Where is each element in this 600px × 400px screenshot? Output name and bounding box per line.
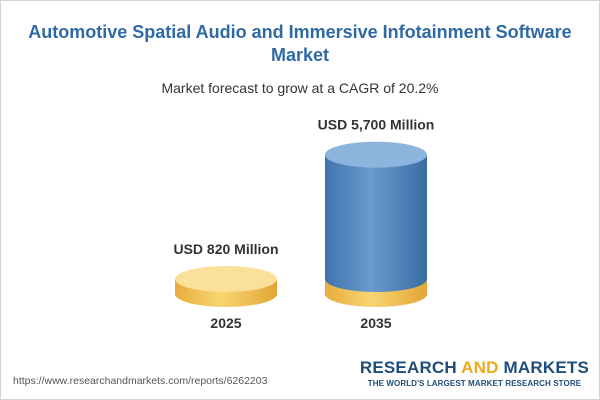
bar-top-2035	[325, 141, 427, 168]
bar-top-2025	[175, 266, 277, 292]
brand-logo: RESEARCH AND MARKETS THE WORLD'S LARGEST…	[360, 358, 589, 388]
brand-name: RESEARCH AND MARKETS	[359, 358, 589, 377]
chart-subtitle: Market forecast to grow at a CAGR of 20.…	[161, 80, 439, 96]
data-label-2025: USD 820 Million	[173, 241, 278, 257]
bar-body-2035	[325, 154, 427, 292]
data-label-2035: USD 5,700 Million	[318, 117, 435, 133]
brand-tagline: THE WORLD'S LARGEST MARKET RESEARCH STOR…	[367, 379, 582, 388]
category-label-2035: 2035	[360, 315, 391, 331]
source-link[interactable]: https://www.researchandmarkets.com/repor…	[13, 375, 268, 387]
chart-title: Automotive Spatial Audio and Immersive I…	[28, 22, 572, 65]
category-label-2025: 2025	[210, 315, 241, 331]
